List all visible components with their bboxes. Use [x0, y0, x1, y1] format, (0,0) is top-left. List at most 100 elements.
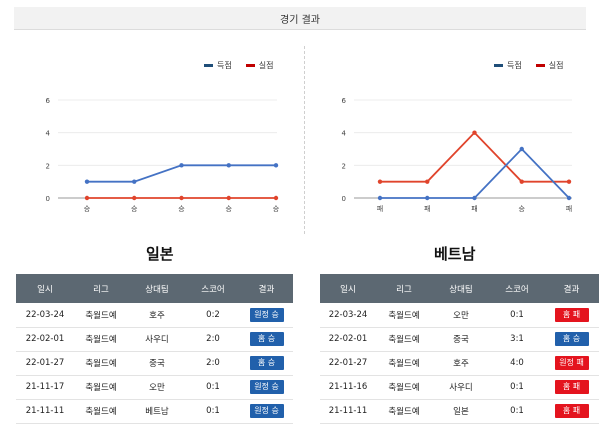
column-header: 일시: [320, 274, 376, 303]
x-tick-label: 승: [84, 205, 91, 213]
column-header: 리그: [376, 274, 432, 303]
match-date: 21-11-16: [320, 375, 376, 400]
match-opponent: 호주: [432, 351, 490, 376]
data-point-conceded: [519, 179, 524, 184]
result-badge: 원정 승: [249, 307, 284, 322]
match-result-cell: 홈 패: [544, 303, 599, 328]
y-tick-label: 4: [46, 130, 51, 138]
match-opponent: 베트남: [128, 399, 186, 424]
match-results-table: 일시 리그 상대팀 스코어 결과 22-03-24 축월드예 호주 0:2 원정 승 22-02-0…: [16, 274, 293, 424]
column-header: 스코어: [186, 274, 240, 303]
match-league: 축월드예: [74, 303, 128, 328]
data-point-scored: [132, 179, 137, 184]
match-date: 21-11-11: [320, 399, 376, 424]
legend-label-scored: 득점: [217, 61, 232, 70]
column-header: 상대팀: [128, 274, 186, 303]
match-league: 축월드예: [376, 375, 432, 400]
x-tick-label: 패: [377, 204, 383, 213]
x-tick-label: 패: [471, 204, 477, 213]
result-badge: 원정 승: [249, 404, 284, 418]
column-header: 스코어: [490, 274, 544, 303]
column-header: 결과: [544, 274, 599, 303]
result-badge: 원정 패: [554, 356, 589, 370]
table-header-row: 일시 리그 상대팀 스코어 결과: [16, 274, 293, 303]
match-date: 22-03-24: [16, 303, 74, 328]
match-score: 0:1: [490, 375, 544, 400]
legend-swatch-scored: [204, 64, 213, 67]
table-row: 22-02-01 축월드예 사우디 2:0 홈 승: [16, 327, 293, 352]
match-result-cell: 원정 패: [544, 351, 599, 376]
match-result-cell: 홈 패: [544, 375, 599, 400]
result-badge: 홈 패: [554, 404, 589, 418]
data-point-conceded: [84, 195, 90, 201]
match-league: 축월드예: [376, 327, 432, 352]
legend-swatch-conceded: [245, 64, 255, 67]
result-badge: 홈 패: [554, 380, 589, 394]
match-league: 축월드예: [376, 303, 432, 328]
section-title: 경기 결과: [280, 14, 320, 26]
table-row: 22-02-01 축월드예 중국 3:1 홈 승: [320, 327, 599, 352]
data-point-scored: [519, 146, 524, 152]
match-league: 축월드예: [74, 375, 128, 400]
team-name: 일본: [146, 245, 174, 263]
table-row: 22-03-24 축월드예 오만 0:1 홈 패: [320, 303, 599, 328]
match-date: 22-01-27: [16, 351, 74, 376]
match-opponent: 중국: [128, 351, 186, 376]
y-tick-label: 2: [342, 162, 346, 170]
data-point-conceded: [566, 179, 572, 184]
match-opponent: 사우디: [432, 375, 490, 400]
series-line-conceded: [380, 131, 569, 183]
match-league: 축월드예: [74, 351, 128, 376]
match-score: 0:1: [186, 399, 240, 424]
legend-item-scored: 득점: [494, 60, 522, 71]
x-tick-label: 패: [566, 204, 572, 213]
result-badge: 홈 승: [249, 332, 284, 346]
match-result-cell: 홈 승: [544, 327, 599, 352]
panel-divider: [304, 46, 305, 234]
data-point-scored: [377, 195, 383, 201]
team-name: 베트남: [434, 245, 476, 263]
data-point-conceded: [472, 130, 477, 135]
table-row: 21-11-11 축월드예 일본 0:1 홈 패: [320, 399, 599, 424]
match-result-cell: 원정 승: [240, 399, 293, 424]
form-line-chart: 0 2 4 6 패 패 패 승 패: [342, 97, 573, 213]
match-opponent: 일본: [432, 399, 490, 424]
legend-swatch-conceded: [535, 64, 545, 67]
match-result-cell: 원정 승: [240, 303, 293, 328]
data-point-scored: [226, 163, 231, 168]
legend-item-conceded: 실점: [245, 60, 273, 71]
data-point-scored: [273, 163, 279, 168]
match-score: 4:0: [490, 351, 544, 376]
match-result-cell: 홈 승: [240, 327, 293, 352]
table-row: 22-03-24 축월드예 호주 0:2 원정 승: [16, 303, 293, 328]
data-point-conceded: [377, 179, 383, 184]
data-point-conceded: [179, 195, 184, 201]
legend-item-conceded: 실점: [535, 60, 563, 71]
match-result-cell: 원정 승: [240, 375, 293, 400]
match-score: 3:1: [490, 327, 544, 352]
y-tick-label: 6: [46, 97, 51, 105]
y-tick-label: 6: [342, 97, 347, 105]
column-header: 상대팀: [432, 274, 490, 303]
legend-label-scored: 득점: [507, 61, 522, 70]
table-row: 21-11-16 축월드예 사우디 0:1 홈 패: [320, 375, 599, 400]
data-point-scored: [566, 195, 572, 201]
y-tick-label: 2: [46, 162, 50, 170]
match-opponent: 중국: [432, 327, 490, 352]
column-header: 일시: [16, 274, 74, 303]
result-badge: 원정 승: [249, 380, 284, 394]
form-line-chart: 0 2 4 6 승 승 승 승 승: [46, 97, 280, 213]
x-tick-label: 승: [131, 205, 138, 213]
column-header: 리그: [74, 274, 128, 303]
table-row: 21-11-11 축월드예 베트남 0:1 원정 승: [16, 399, 293, 424]
match-date: 21-11-11: [16, 399, 74, 424]
data-point-conceded: [226, 195, 231, 201]
match-league: 축월드예: [74, 399, 128, 424]
chart-legend: 득점 실점: [204, 60, 273, 71]
match-score: 0:2: [186, 303, 240, 328]
match-opponent: 사우디: [128, 327, 186, 352]
match-score: 0:1: [186, 375, 240, 400]
data-point-scored: [84, 179, 90, 184]
